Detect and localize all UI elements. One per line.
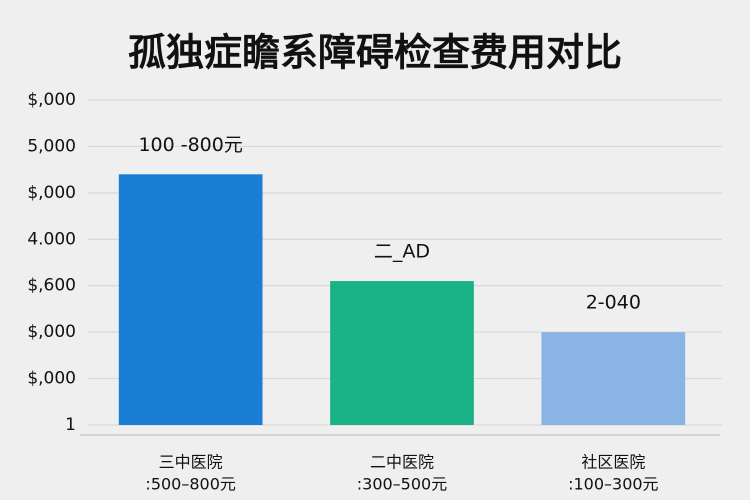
x-tick-sublabel: :100–300元 (568, 475, 658, 494)
x-tick-label: 三中医院 (159, 453, 223, 472)
y-tick-label: 4.000 (27, 229, 76, 249)
bar (118, 174, 263, 425)
value-label: 2-040 (586, 292, 641, 314)
value-label: 二_AD (374, 241, 430, 263)
y-tick-label: $,000 (27, 322, 76, 342)
bar (541, 332, 686, 425)
y-tick-label: $,600 (27, 276, 76, 296)
chart-title: 孤独症瞻系障碍检查费用对比 (128, 31, 622, 75)
y-tick-label: $,000 (27, 369, 76, 389)
y-tick-label: 5,000 (27, 136, 76, 156)
x-tick-label: 二中医院 (370, 453, 434, 472)
y-tick-label: $,000 (27, 183, 76, 203)
y-tick-label: 1 (65, 415, 76, 435)
value-label: 100 -800元 (138, 134, 242, 156)
x-tick-sublabel: :300–500元 (357, 475, 447, 494)
x-tick-label: 社区医院 (581, 453, 645, 472)
y-tick-label: $,000 (27, 90, 76, 110)
x-tick-sublabel: :500–800元 (145, 475, 235, 494)
bar (330, 281, 474, 425)
